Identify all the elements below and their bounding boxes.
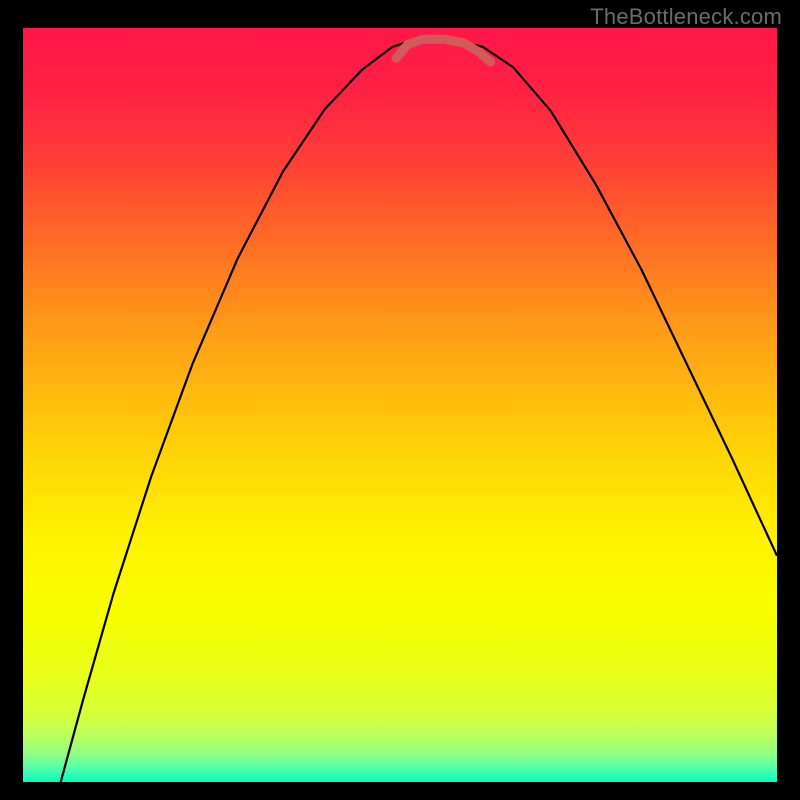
plot-area <box>23 28 777 782</box>
chart-stage: TheBottleneck.com <box>0 0 800 800</box>
watermark-text: TheBottleneck.com <box>590 4 782 30</box>
gradient-background <box>23 28 777 782</box>
